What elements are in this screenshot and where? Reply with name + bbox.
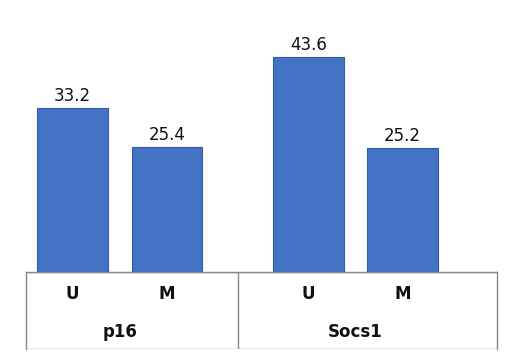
Text: p16: p16 xyxy=(102,323,137,341)
Text: 33.2: 33.2 xyxy=(54,87,91,105)
Text: U: U xyxy=(302,285,315,303)
Text: Socs1: Socs1 xyxy=(328,323,382,341)
Text: U: U xyxy=(66,285,79,303)
Text: 25.4: 25.4 xyxy=(148,126,185,144)
Bar xyxy=(37,108,108,272)
Text: M: M xyxy=(159,285,175,303)
Bar xyxy=(132,147,202,272)
Text: 43.6: 43.6 xyxy=(290,36,327,54)
Bar xyxy=(367,148,438,272)
Text: M: M xyxy=(394,285,411,303)
Text: 25.2: 25.2 xyxy=(384,127,421,145)
Bar xyxy=(273,57,344,272)
